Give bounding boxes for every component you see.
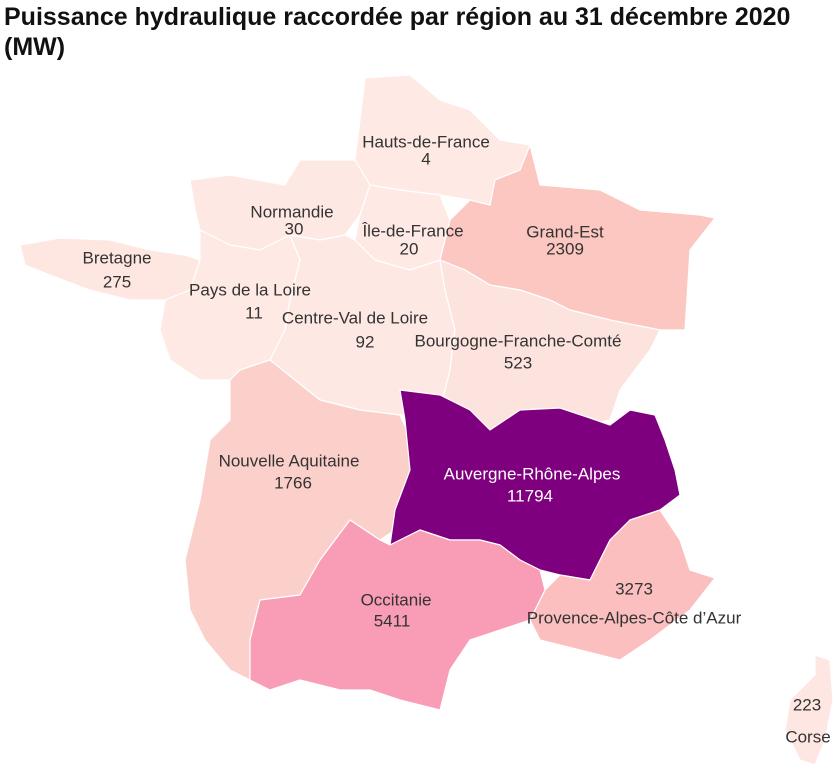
- map-title: Puissance hydraulique raccordée par régi…: [4, 3, 791, 61]
- region-name: Corse: [785, 727, 830, 746]
- region-value: 11: [245, 303, 263, 322]
- region-value: 2309: [546, 239, 584, 258]
- region: [784, 654, 834, 766]
- region-value: 3273: [615, 579, 653, 598]
- region-name: Hauts-de-France: [362, 132, 490, 151]
- region-name: Centre-Val de Loire: [282, 308, 428, 327]
- region-name: Normandie: [250, 202, 333, 221]
- region: [439, 259, 661, 431]
- region-value: 20: [400, 239, 419, 258]
- region-name: Île-de-France: [361, 221, 463, 240]
- region-name: Auvergne-Rhône-Alpes: [444, 464, 621, 483]
- region-value: 523: [504, 353, 532, 372]
- region: [529, 509, 716, 661]
- region-name: Bourgogne-Franche-Comté: [415, 331, 622, 350]
- region-name: Grand-Est: [526, 222, 604, 241]
- region-value: 1766: [274, 473, 312, 492]
- region-value: 30: [285, 219, 304, 238]
- region-name: Pays de la Loire: [189, 280, 311, 299]
- region-name: Nouvelle Aquitaine: [219, 451, 360, 470]
- region-value: 5411: [374, 611, 411, 630]
- region-value: 275: [103, 272, 131, 291]
- region-value: 11794: [507, 486, 553, 505]
- region-value: 4: [421, 149, 430, 168]
- region-name: Bretagne: [83, 248, 152, 267]
- region-value: 223: [793, 695, 821, 714]
- region-value: 92: [356, 332, 375, 351]
- region: [249, 519, 546, 711]
- region-name: Provence-Alpes-Côte d’Azur: [527, 608, 742, 627]
- region-name: Occitanie: [361, 590, 432, 609]
